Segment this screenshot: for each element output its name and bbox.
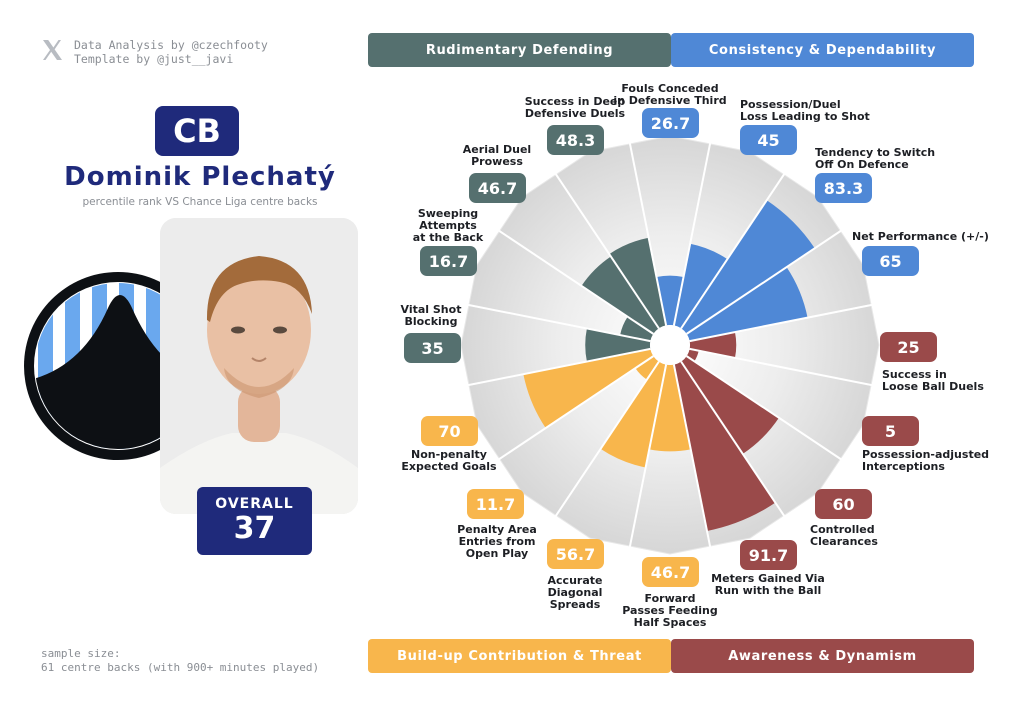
metric-label-7: Controlled Clearances	[810, 523, 878, 548]
value-badge-3	[815, 173, 872, 203]
value-badge-16	[547, 125, 604, 155]
value-badge-1	[642, 108, 699, 138]
radar-separator	[689, 302, 878, 343]
radar-separator	[680, 168, 789, 329]
value-badge-13	[404, 333, 461, 363]
value-label-9: 46.7	[651, 563, 690, 582]
sample-size-label: sample size:	[41, 647, 121, 660]
value-label-2: 45	[757, 131, 779, 150]
radar-bar-15	[581, 256, 659, 334]
category-banner-rudimentary-defending: Rudimentary Defending	[368, 33, 671, 67]
radar-separator	[462, 302, 651, 343]
value-badge-7	[815, 489, 872, 519]
value-badge-12	[421, 416, 478, 446]
value-badge-9	[642, 557, 699, 587]
chart-subtitle: percentile rank VS Chance Liga centre ba…	[82, 196, 318, 208]
radar-separator	[627, 364, 668, 553]
radar-separator	[551, 168, 660, 329]
radar-bar-2	[673, 243, 728, 329]
metric-label-6: Possession-adjusted Interceptions	[862, 448, 989, 473]
radar-bar-11	[635, 356, 659, 380]
metric-label-11: Penalty Area Entries from Open Play	[457, 523, 537, 560]
radar-bar-9	[649, 364, 691, 452]
radar-hub	[650, 325, 690, 365]
value-label-14: 16.7	[429, 252, 468, 271]
metric-label-12: Non-penalty Expected Goals	[401, 448, 497, 473]
credit-template: Template by @just__javi	[74, 52, 234, 66]
sample-size-note: sample size: 61 centre backs (with 900+ …	[41, 647, 319, 675]
value-badge-2	[740, 125, 797, 155]
category-banner-consistency: Consistency & Dependability	[671, 33, 974, 67]
radar-separator	[627, 137, 668, 326]
radar-bar-14	[620, 316, 654, 342]
value-label-7: 60	[832, 495, 854, 514]
metric-label-3: Tendency to Switch Off On Defence	[815, 146, 935, 171]
credits: Data Analysis by @czechfooty Template by…	[74, 38, 268, 66]
value-badge-10	[547, 539, 604, 569]
value-badge-14	[420, 246, 477, 276]
radar-separator	[672, 137, 713, 326]
value-label-6: 5	[885, 422, 896, 441]
x-logo-icon	[43, 40, 62, 60]
value-badge-4	[862, 246, 919, 276]
radar-separator	[551, 361, 660, 522]
value-label-5: 25	[897, 338, 919, 357]
category-banner-build-up: Build-up Contribution & Threat	[368, 639, 671, 673]
overall-value: 37	[233, 511, 276, 546]
radar-separator	[672, 364, 713, 553]
value-label-3: 83.3	[824, 179, 863, 198]
credit-data: Data Analysis by @czechfooty	[74, 38, 268, 52]
value-label-4: 65	[879, 252, 901, 271]
value-badge-5	[880, 332, 937, 362]
radar-bar-3	[681, 200, 815, 334]
radar-bar-4	[686, 267, 808, 342]
radar-separator	[689, 347, 878, 388]
value-label-10: 56.7	[556, 545, 595, 564]
radar-separator	[493, 226, 654, 335]
sample-size-value: 61 centre backs (with 900+ minutes playe…	[41, 661, 320, 674]
radar-separator	[686, 226, 847, 335]
radar-bar-10	[600, 361, 667, 468]
metric-label-10: Accurate Diagonal Spreads	[548, 574, 603, 611]
radar-bar-16	[609, 237, 667, 329]
value-badge-6	[862, 416, 919, 446]
radar-separator	[680, 361, 789, 522]
overall-label: OVERALL	[215, 496, 294, 512]
radar-separator	[493, 355, 654, 464]
category-banner-awareness: Awareness & Dynamism	[671, 639, 974, 673]
position-badge: CB	[155, 106, 239, 156]
player-photo	[160, 218, 358, 514]
metric-label-14: Sweeping Attempts at the Back	[413, 207, 484, 244]
value-badge-8	[740, 540, 797, 570]
metric-label-1: Fouls Conceded in Defensive Third	[613, 82, 726, 107]
metric-label-13: Vital Shot Blocking	[401, 303, 462, 328]
radar-separator	[686, 355, 847, 464]
metric-label-8: Meters Gained Via Run with the Ball	[711, 572, 825, 597]
metric-label-4: Net Performance (+/-)	[852, 230, 989, 243]
value-label-8: 91.7	[749, 546, 788, 565]
metric-label-15: Aerial Duel Prowess	[463, 143, 531, 168]
radar-bar-5	[689, 332, 737, 358]
radar-bar-7	[681, 356, 779, 454]
radar-bar-13	[585, 328, 651, 362]
value-label-15: 46.7	[478, 179, 517, 198]
value-badge-11	[467, 489, 524, 519]
radar-separator	[462, 347, 651, 388]
player-name: Dominik Plechatý	[64, 162, 336, 192]
value-badge-15	[469, 173, 526, 203]
value-label-12: 70	[438, 422, 460, 441]
metric-label-2: Possession/Duel Loss Leading to Shot	[740, 98, 870, 123]
overall-score-box: OVERALL 37	[197, 487, 312, 555]
value-label-16: 48.3	[556, 131, 595, 150]
value-label-11: 11.7	[476, 495, 515, 514]
metric-label-9: Forward Passes Feeding Half Spaces	[622, 592, 717, 629]
value-label-1: 26.7	[651, 114, 690, 133]
radar-bar-1	[656, 275, 684, 326]
value-label-13: 35	[421, 339, 443, 358]
radar-bar-6	[686, 348, 699, 362]
metric-label-16: Success in Deep Defensive Duels	[525, 95, 626, 120]
metric-label-5: Success in Loose Ball Duels	[882, 368, 984, 393]
